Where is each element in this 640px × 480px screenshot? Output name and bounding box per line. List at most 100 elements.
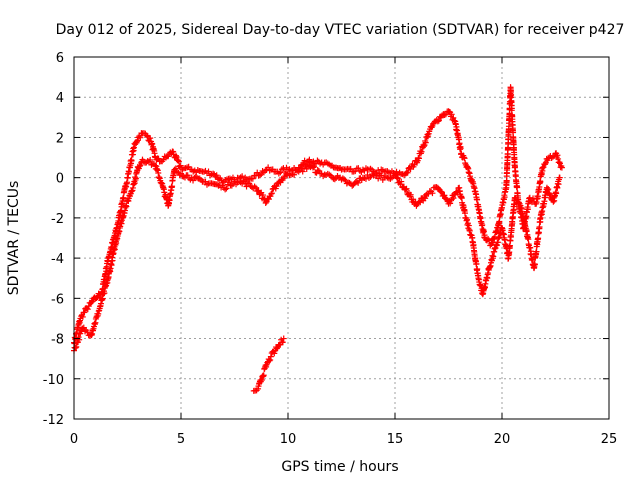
data-point [545, 186, 552, 193]
data-point [457, 145, 464, 152]
data-point [222, 186, 229, 193]
data-point [213, 172, 220, 179]
data-point [279, 339, 286, 346]
data-point [174, 168, 181, 175]
data-point [172, 165, 179, 172]
data-point [463, 216, 470, 223]
data-point [450, 195, 457, 202]
data-point [134, 137, 141, 144]
data-point [169, 183, 176, 190]
data-point [175, 157, 182, 164]
data-point [514, 184, 521, 191]
x-tick-label: 25 [601, 432, 618, 447]
data-point [558, 164, 565, 171]
data-point [173, 154, 180, 161]
y-tick-label: 2 [56, 131, 64, 146]
data-point [403, 185, 410, 192]
data-point [556, 159, 563, 166]
data-point [407, 191, 414, 198]
y-tick-label: -12 [43, 413, 64, 428]
data-point [184, 172, 191, 179]
data-point [422, 139, 429, 146]
data-point [210, 170, 217, 177]
data-point [79, 313, 86, 320]
data-point [434, 118, 441, 125]
data-point [429, 190, 436, 197]
data-point [448, 111, 455, 118]
data-point [355, 179, 362, 186]
data-point [111, 246, 118, 253]
axis-ticks: 0 5 10 15 20 25 -12 -10 -8 -6 -4 -2 0 2 4 6 [43, 51, 618, 447]
data-point [404, 169, 411, 176]
data-point [451, 117, 458, 124]
data-point [537, 178, 544, 185]
chart-title: Day 012 of 2025, Sidereal Day-to-day VTE… [56, 22, 625, 38]
data-point [76, 336, 83, 343]
data-point [271, 350, 278, 357]
data-point [393, 168, 400, 175]
data-point [120, 195, 127, 202]
plot-frame [73, 56, 610, 420]
data-point [84, 329, 91, 336]
data-point [524, 206, 531, 213]
data-point [306, 156, 313, 163]
data-point [450, 114, 457, 121]
data-point [394, 175, 401, 182]
data-point [205, 168, 212, 175]
data-point [223, 185, 230, 192]
data-point [556, 174, 563, 181]
data-point [280, 335, 287, 342]
data-point [546, 191, 553, 198]
data-point [81, 309, 88, 316]
data-point [202, 178, 209, 185]
y-tick-label: 4 [56, 91, 64, 106]
data-point [262, 199, 269, 206]
data-point [265, 196, 272, 203]
data-point [147, 135, 154, 142]
data-point [249, 175, 256, 182]
data-point [136, 163, 143, 170]
data-point [331, 176, 338, 183]
data-point [226, 179, 233, 186]
data-point [89, 298, 96, 305]
data-point [441, 111, 448, 118]
data-point [260, 372, 267, 379]
data-point [194, 174, 201, 181]
data-point [190, 177, 197, 184]
data-point [267, 356, 274, 363]
y-axis-label: SDTVAR / TECUs [6, 181, 22, 296]
data-point [515, 199, 522, 206]
data-point [180, 173, 187, 180]
data-point [268, 190, 275, 197]
data-point [133, 138, 140, 145]
data-point [447, 200, 454, 207]
data-point [252, 184, 259, 191]
data-point [137, 134, 144, 141]
data-points [71, 84, 565, 394]
data-point [291, 171, 298, 178]
data-point [311, 163, 318, 170]
data-point [531, 261, 538, 268]
data-point [101, 290, 108, 297]
data-point [392, 171, 399, 178]
data-point [314, 167, 321, 174]
data-point [533, 248, 540, 255]
data-point [410, 196, 417, 203]
data-point [508, 105, 515, 112]
y-tick-label: -6 [51, 292, 64, 307]
x-tick-label: 5 [177, 432, 185, 447]
data-point [523, 228, 530, 235]
data-point [93, 294, 100, 301]
data-point [109, 257, 116, 264]
x-tick-label: 15 [387, 432, 404, 447]
data-point [256, 172, 263, 179]
data-point [251, 183, 258, 190]
data-point [422, 195, 429, 202]
data-point [341, 176, 348, 183]
data-point [353, 178, 360, 185]
data-point [149, 140, 156, 147]
data-point [442, 111, 449, 118]
x-tick-label: 0 [70, 432, 78, 447]
data-point [460, 154, 467, 161]
